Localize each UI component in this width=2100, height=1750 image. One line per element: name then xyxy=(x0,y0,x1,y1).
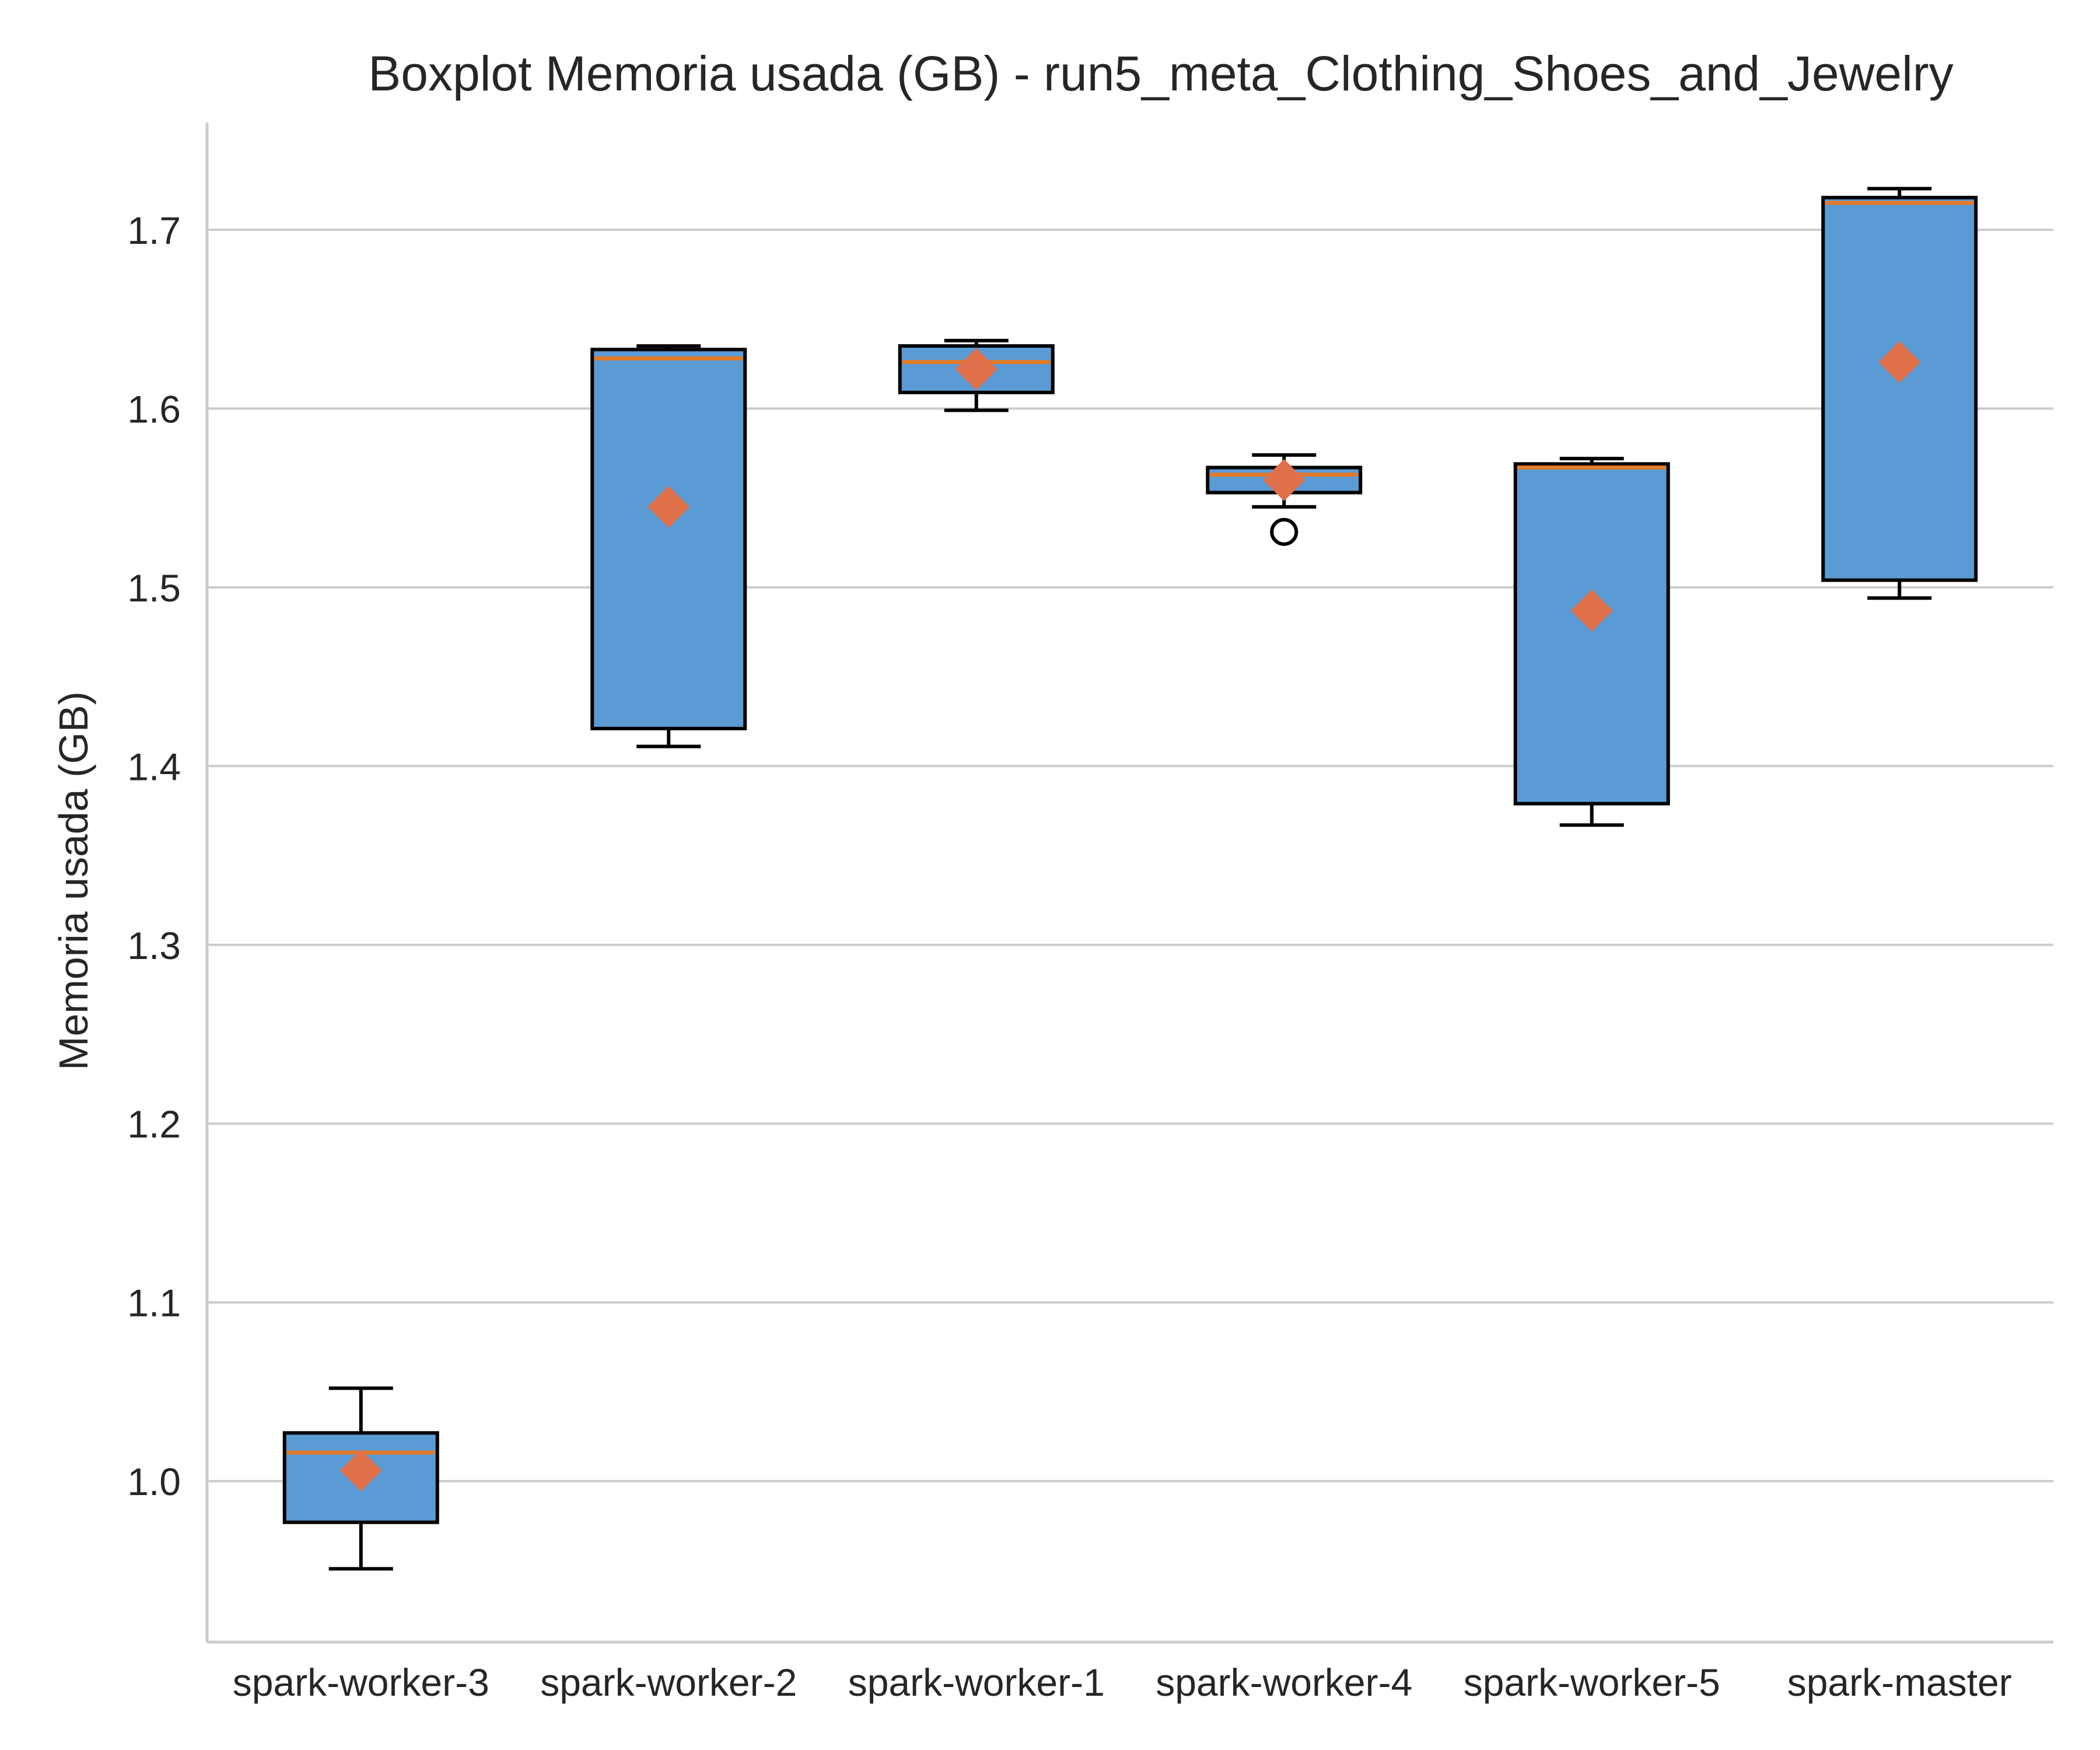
x-tick-label: spark-worker-1 xyxy=(848,1661,1105,1704)
box-group xyxy=(282,1386,439,1571)
mean-marker xyxy=(1878,341,1921,383)
axes-spines xyxy=(205,123,2053,1644)
mean-marker xyxy=(1263,459,1306,501)
box-group xyxy=(590,344,747,748)
y-tick-label: 1.0 xyxy=(127,1460,181,1503)
y-tick-label: 1.1 xyxy=(127,1282,181,1325)
x-tick-labels: spark-worker-3 spark-worker-2 spark-worker… xyxy=(233,1661,2012,1704)
box-group xyxy=(1821,187,1978,600)
y-tick-label: 1.5 xyxy=(127,566,181,610)
box-group xyxy=(1513,457,1670,827)
iqr-box xyxy=(590,348,747,730)
iqr-box xyxy=(1821,195,1978,582)
mean-marker xyxy=(955,348,998,390)
outlier-point xyxy=(1270,517,1298,546)
box-group xyxy=(1206,453,1363,546)
mean-marker xyxy=(1570,589,1613,632)
y-tick-label: 1.7 xyxy=(127,209,181,252)
box-group xyxy=(898,338,1055,412)
y-gridlines xyxy=(207,228,2053,1483)
x-tick-label: spark-worker-2 xyxy=(540,1661,797,1704)
boxes xyxy=(282,187,1978,1571)
mean-marker xyxy=(340,1449,382,1492)
iqr-box xyxy=(1513,462,1670,806)
x-tick-label: spark-master xyxy=(1787,1661,2012,1704)
y-tick-label: 1.4 xyxy=(127,745,181,788)
x-tick-label: spark-worker-3 xyxy=(233,1661,489,1704)
y-axis-label: Memoria usada (GB) xyxy=(51,691,96,1070)
chart-title: Boxplot Memoria usada (GB) - run5_meta_C… xyxy=(368,46,1953,101)
y-tick-labels: 1.0 1.1 1.2 1.3 1.4 1.5 1.6 1.7 xyxy=(127,209,181,1503)
y-tick-label: 1.2 xyxy=(127,1102,181,1146)
x-tick-label: spark-worker-5 xyxy=(1464,1661,1720,1704)
y-tick-label: 1.3 xyxy=(127,924,181,967)
y-tick-label: 1.6 xyxy=(127,387,181,430)
x-tick-label: spark-worker-4 xyxy=(1156,1661,1412,1704)
mean-marker xyxy=(648,485,690,528)
